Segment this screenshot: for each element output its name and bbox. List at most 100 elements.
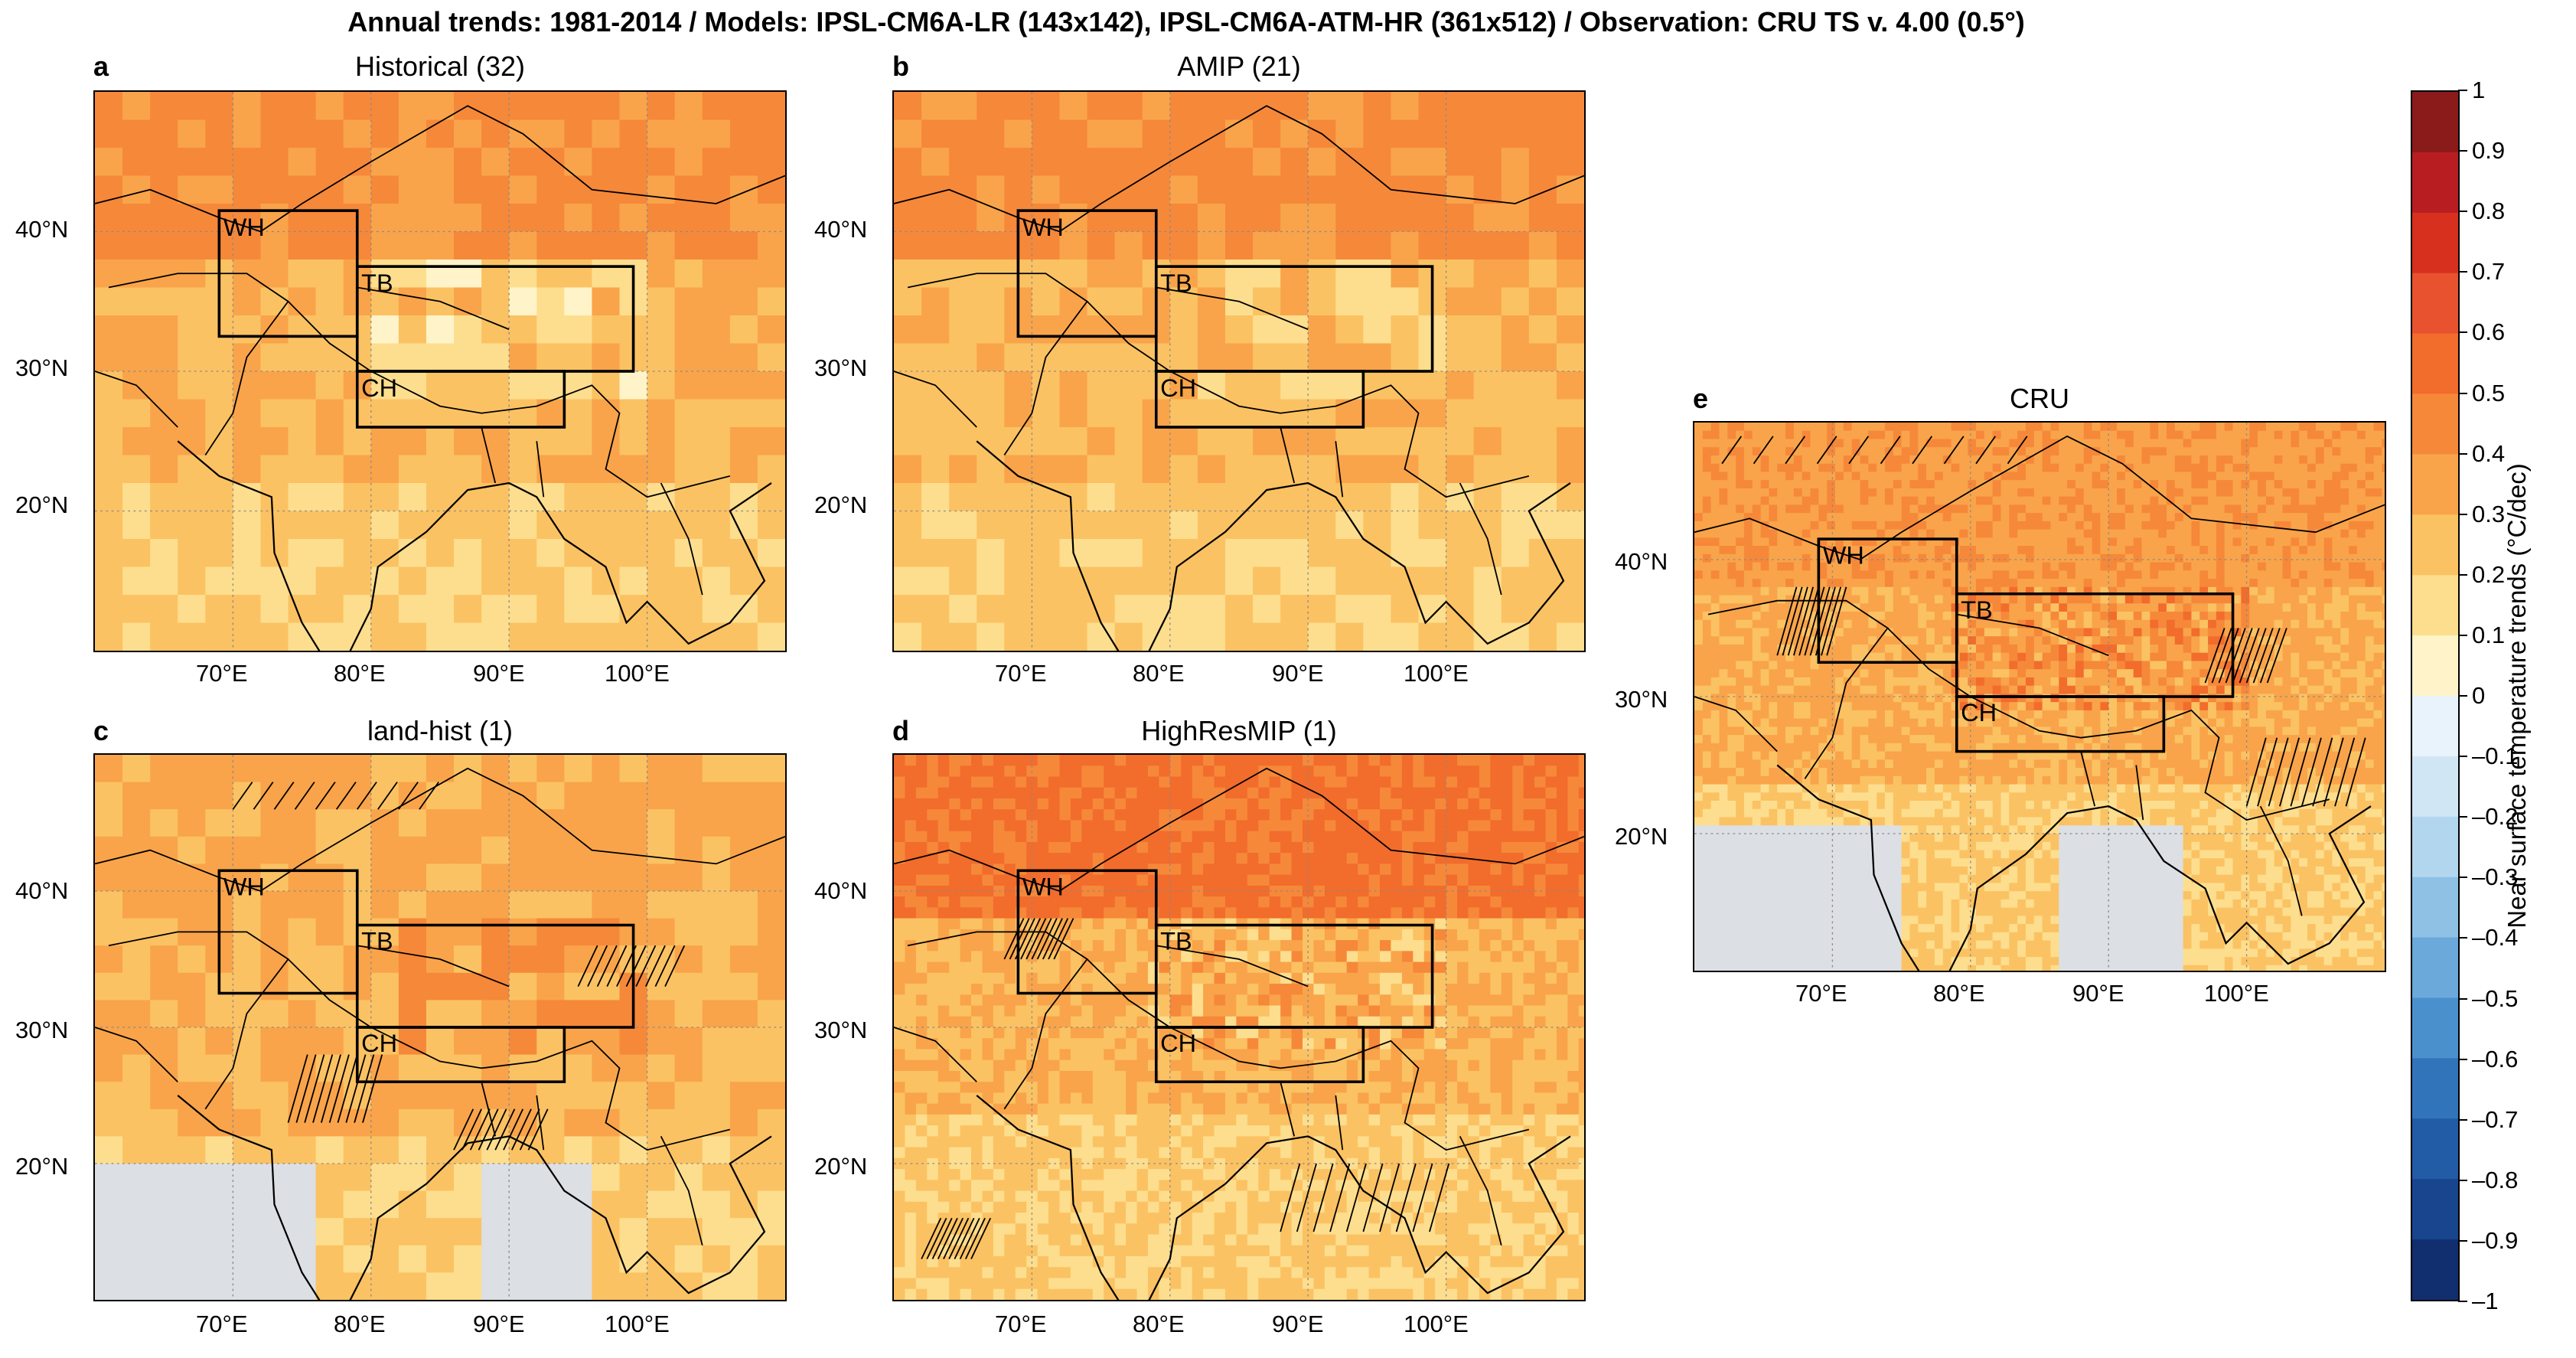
region-label: TB bbox=[1961, 596, 1992, 624]
lat-tick: 40°N bbox=[15, 216, 69, 243]
panel-c-title: land-hist (1) bbox=[367, 715, 514, 746]
lon-tick: 80°E bbox=[334, 660, 386, 687]
region-label: CH bbox=[361, 1030, 397, 1057]
colorbar-tick-mark bbox=[2458, 90, 2467, 91]
colorbar-tick-mark bbox=[2458, 573, 2467, 576]
colorbar-tick-mark bbox=[2458, 1239, 2467, 1242]
lon-tick: 80°E bbox=[1133, 660, 1185, 687]
colorbar-tick: 0 bbox=[2472, 682, 2486, 709]
colorbar-segment bbox=[2412, 333, 2458, 395]
panel-d-title: HighResMIP (1) bbox=[1141, 715, 1337, 746]
lon-tick: 70°E bbox=[196, 1311, 248, 1337]
map-panel-highresmip: WH TB CH bbox=[892, 753, 1586, 1301]
colorbar-tick-mark bbox=[2458, 876, 2467, 879]
lat-tick: 30°N bbox=[814, 1017, 868, 1043]
lon-tick: 70°E bbox=[995, 1311, 1047, 1337]
lon-tick: 90°E bbox=[473, 660, 525, 687]
map-panel-cru: WH TB CH bbox=[1693, 421, 2386, 972]
lat-tick: 20°N bbox=[814, 1153, 868, 1180]
colorbar-tick-mark bbox=[2458, 816, 2467, 818]
lon-tick: 80°E bbox=[1933, 980, 1985, 1007]
colorbar-tick: –0.7 bbox=[2472, 1105, 2519, 1133]
panel-a-letter: a bbox=[93, 51, 109, 82]
colorbar-segment bbox=[2412, 1058, 2458, 1120]
colorbar-tick-mark bbox=[2458, 211, 2467, 213]
colorbar-tick: –0.4 bbox=[2472, 924, 2519, 952]
lat-tick: 20°N bbox=[15, 1153, 69, 1180]
colorbar-tick: 1 bbox=[2472, 77, 2486, 103]
colorbar-segment bbox=[2412, 997, 2458, 1059]
colorbar-tick-mark bbox=[2458, 1058, 2467, 1060]
colorbar-segment bbox=[2412, 635, 2458, 697]
lon-tick: 90°E bbox=[473, 1311, 525, 1337]
lon-tick: 100°E bbox=[1404, 1311, 1469, 1337]
region-box-ch bbox=[1154, 370, 1365, 429]
lon-tick: 100°E bbox=[2204, 980, 2269, 1007]
region-label: CH bbox=[1160, 374, 1196, 402]
colorbar-segment bbox=[2412, 1239, 2458, 1300]
colorbar-tick-mark bbox=[2458, 634, 2467, 636]
region-box-ch bbox=[1154, 1026, 1365, 1083]
colorbar-tick: 0.8 bbox=[2472, 197, 2506, 225]
colorbar-tick-mark bbox=[2458, 513, 2467, 515]
colorbar-tick: –0.8 bbox=[2472, 1166, 2519, 1193]
colorbar-segment bbox=[2412, 696, 2458, 757]
lon-tick: 100°E bbox=[1404, 660, 1469, 687]
colorbar-segment bbox=[2412, 816, 2458, 878]
colorbar-tick: –0.9 bbox=[2472, 1226, 2519, 1254]
lon-tick: 90°E bbox=[1272, 660, 1324, 687]
colorbar-tick: –0.1 bbox=[2472, 743, 2519, 770]
colorbar-tick-mark bbox=[2458, 756, 2467, 758]
lat-tick: 30°N bbox=[814, 354, 868, 381]
map-panel-land-hist: WH TB CH bbox=[93, 753, 787, 1301]
colorbar bbox=[2411, 90, 2460, 1301]
panel-b-letter: b bbox=[892, 51, 909, 82]
colorbar-tick-mark bbox=[2458, 452, 2467, 455]
region-label: CH bbox=[361, 374, 397, 402]
lat-tick: 40°N bbox=[814, 877, 868, 904]
colorbar-tick: 0.5 bbox=[2472, 379, 2506, 406]
colorbar-segment bbox=[2412, 1118, 2458, 1180]
lat-tick: 30°N bbox=[1615, 686, 1668, 713]
colorbar-segment bbox=[2412, 212, 2458, 274]
colorbar-segment bbox=[2412, 756, 2458, 818]
colorbar-segment bbox=[2412, 393, 2458, 455]
lat-tick: 40°N bbox=[15, 877, 69, 904]
lat-tick: 20°N bbox=[1615, 823, 1668, 850]
lat-tick: 30°N bbox=[15, 1017, 69, 1043]
region-label: TB bbox=[1160, 928, 1192, 955]
colorbar-segment bbox=[2412, 273, 2458, 335]
panel-e-title: CRU bbox=[2010, 383, 2069, 414]
colorbar-segment bbox=[2412, 876, 2458, 939]
region-label: WH bbox=[1823, 541, 1864, 569]
panel-c-letter: c bbox=[93, 715, 109, 746]
lat-tick: 40°N bbox=[1615, 548, 1668, 575]
region-label: TB bbox=[361, 269, 393, 297]
colorbar-segment bbox=[2412, 575, 2458, 636]
region-label: WH bbox=[223, 873, 265, 901]
panel-e-letter: e bbox=[1693, 383, 1709, 414]
colorbar-tick: 0.4 bbox=[2472, 439, 2506, 467]
lon-tick: 90°E bbox=[2072, 980, 2124, 1007]
colorbar-tick-mark bbox=[2458, 1118, 2467, 1121]
colorbar-tick-mark bbox=[2458, 997, 2467, 1000]
colorbar-tick-mark bbox=[2458, 150, 2467, 152]
region-label: CH bbox=[1160, 1030, 1196, 1057]
lon-tick: 70°E bbox=[995, 660, 1047, 687]
colorbar-tick: 0.6 bbox=[2472, 318, 2506, 346]
colorbar-tick-mark bbox=[2458, 331, 2467, 334]
colorbar-tick: –0.5 bbox=[2472, 984, 2519, 1012]
colorbar-segment bbox=[2412, 454, 2458, 516]
colorbar-tick-mark bbox=[2458, 1301, 2467, 1302]
lat-tick: 20°N bbox=[814, 491, 868, 518]
colorbar-tick: –0.3 bbox=[2472, 863, 2519, 891]
region-label: WH bbox=[223, 213, 265, 241]
colorbar-tick-mark bbox=[2458, 1179, 2467, 1181]
colorbar-segment bbox=[2412, 937, 2458, 999]
colorbar-tick-mark bbox=[2458, 937, 2467, 939]
lon-tick: 70°E bbox=[1795, 980, 1847, 1007]
colorbar-segment bbox=[2412, 1179, 2458, 1240]
panel-d-letter: d bbox=[892, 715, 909, 746]
region-label: TB bbox=[1160, 269, 1192, 297]
region-box-ch bbox=[355, 370, 566, 429]
